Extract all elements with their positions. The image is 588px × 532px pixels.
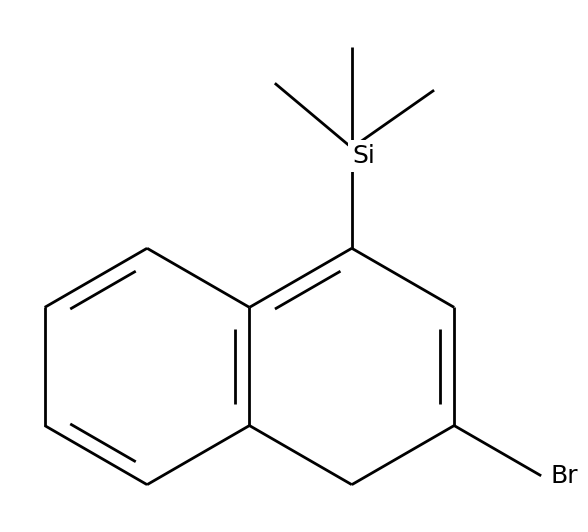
Text: Br: Br: [550, 464, 578, 488]
Text: Si: Si: [352, 144, 375, 168]
